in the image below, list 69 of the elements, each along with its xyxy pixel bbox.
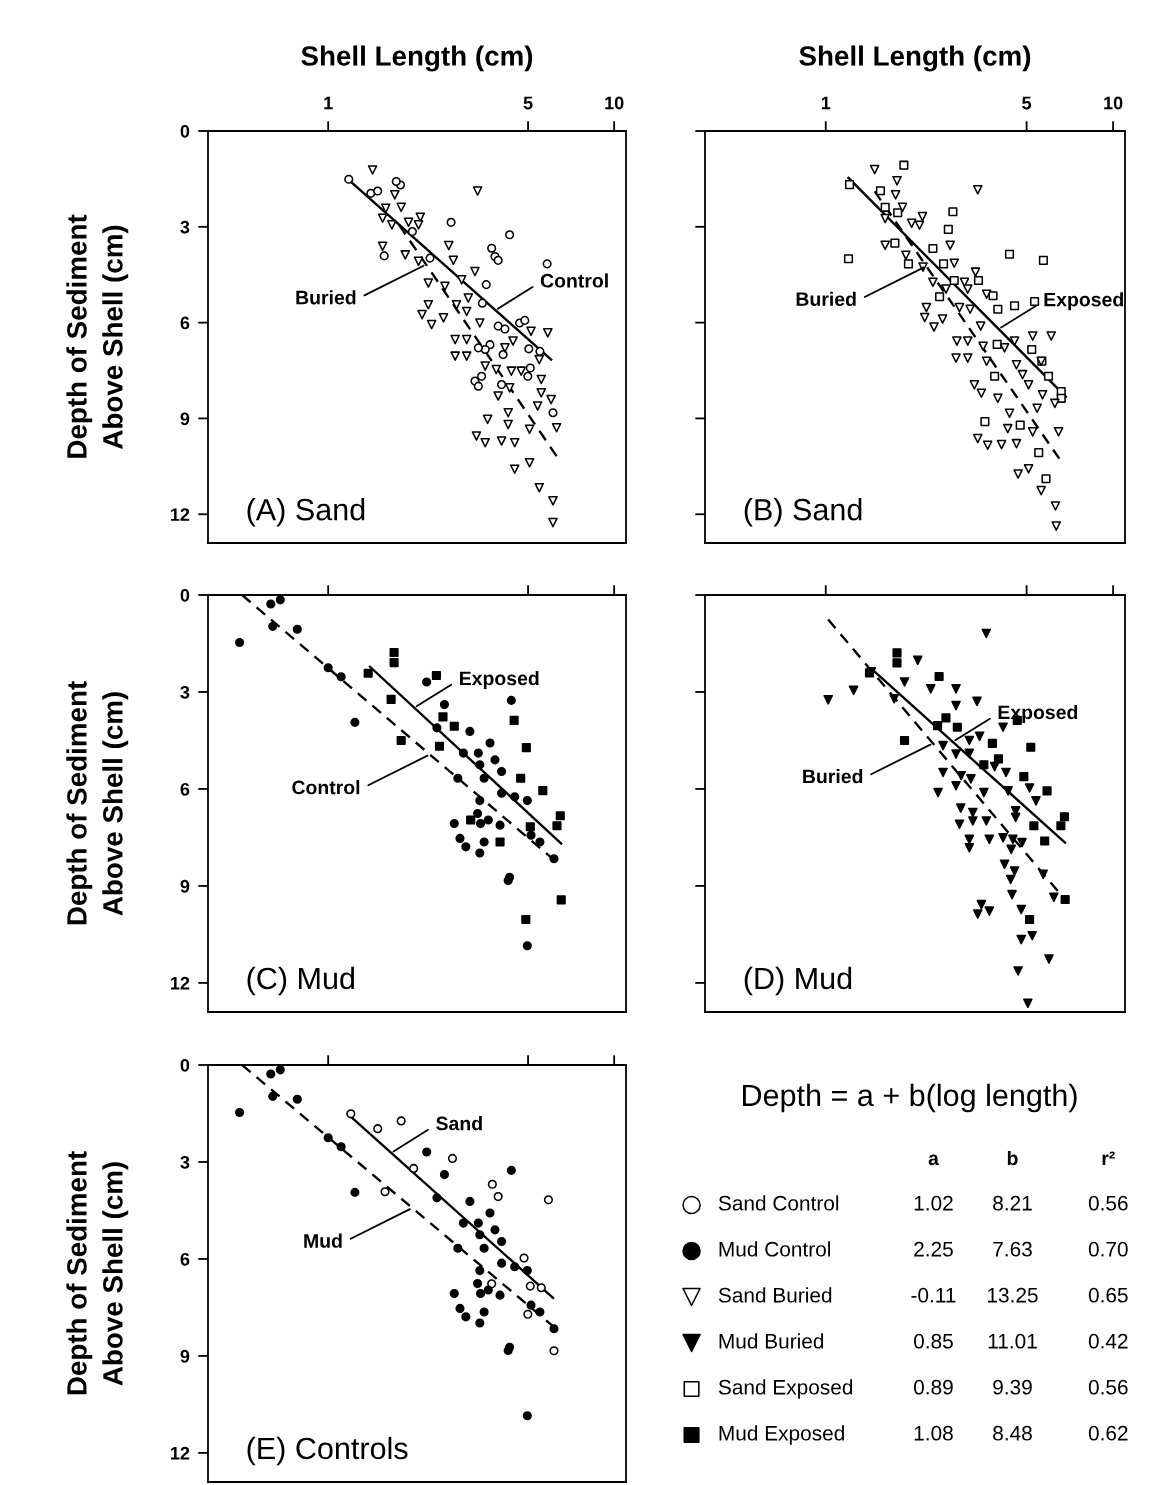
annotation: (B) Sand [744, 498, 862, 527]
annotation: Control [540, 273, 608, 288]
annotation: Mud [304, 1233, 342, 1248]
data-label: 11.01 [988, 1333, 1037, 1349]
x-tick-label: 5 [1022, 96, 1032, 110]
data-label: 0.56 [1088, 1379, 1128, 1395]
annotation: Buried [803, 769, 863, 784]
x-tick-label: 1 [324, 96, 333, 110]
y-tick-label: 12 [171, 976, 190, 990]
y-tick-label: 6 [180, 1252, 190, 1266]
text: r² [1102, 1151, 1115, 1166]
data-label: 2.25 [914, 1241, 953, 1257]
y-axis-title: Depth of Sediment Above Shell (cm) [66, 214, 129, 458]
y-tick-label: 0 [180, 124, 190, 138]
x-tick-label: 5 [523, 96, 533, 110]
y-tick-label: 6 [180, 316, 190, 330]
x-tick-label: 10 [1104, 96, 1123, 110]
y-tick-label: 9 [180, 879, 190, 893]
data-label: 0.62 [1088, 1425, 1128, 1441]
annotation: Exposed [460, 670, 539, 690]
category-label: Mud Control [719, 1241, 830, 1257]
category-label: Mud Exposed [719, 1425, 844, 1445]
data-label: 8.48 [993, 1425, 1032, 1441]
category-label: Mud Buried [719, 1333, 824, 1349]
y-tick-label: 9 [180, 1349, 190, 1363]
annotation: (C) Mud [247, 966, 354, 996]
data-label: -0.11 [911, 1287, 956, 1303]
x-tick-label: 10 [605, 96, 624, 110]
y-tick-label: 3 [180, 220, 190, 234]
text: Depth = a + b(log length) [743, 1083, 1077, 1113]
data-label: 9.39 [993, 1379, 1032, 1395]
annotation: Buried [796, 291, 856, 307]
data-label: 1.02 [914, 1195, 953, 1211]
category-label: Sand Control [718, 1195, 839, 1211]
x-axis-title: Shell Length (cm) [799, 45, 1031, 72]
annotation: (D) Mud [744, 966, 852, 996]
category-label: Sand Exposed [718, 1379, 853, 1399]
y-tick-label: 3 [180, 685, 190, 699]
y-tick-label: 12 [171, 1446, 190, 1460]
text: b [1007, 1150, 1018, 1166]
y-tick-label: 9 [180, 412, 190, 426]
y-tick-label: 6 [180, 782, 190, 796]
annotation: Exposed [1044, 292, 1123, 311]
annotation: Exposed [998, 704, 1078, 724]
data-label: 13.25 [988, 1287, 1038, 1303]
text: a [928, 1154, 939, 1166]
y-tick-label: 0 [180, 1058, 190, 1072]
data-label: 0.89 [913, 1379, 953, 1395]
data-label: 0.65 [1088, 1287, 1128, 1303]
annotation: Sand [436, 1116, 482, 1131]
y-axis-title: Depth of Sediment Above Shell (cm) [66, 681, 129, 925]
x-axis-title: Shell Length (cm) [301, 45, 533, 72]
y-tick-label: 3 [180, 1155, 190, 1169]
data-label: 0.42 [1088, 1333, 1128, 1349]
data-label: 8.21 [993, 1195, 1032, 1211]
data-label: 0.56 [1088, 1195, 1128, 1211]
x-tick-label: 1 [821, 96, 831, 110]
data-label: 7.63 [993, 1241, 1032, 1257]
data-label: 1.08 [914, 1425, 953, 1441]
y-tick-label: 0 [180, 588, 190, 602]
annotation: Control [292, 780, 360, 795]
category-label: Sand Buried [718, 1287, 832, 1303]
data-label: 0.85 [913, 1333, 953, 1349]
annotation: (E) Controls [247, 1436, 408, 1466]
data-label: 0.70 [1088, 1241, 1128, 1257]
y-tick-label: 12 [171, 508, 190, 521]
annotation: Buried [296, 290, 356, 305]
y-axis-title: Depth of Sediment Above Shell (cm) [66, 1151, 129, 1395]
annotation: (A) Sand [247, 498, 365, 527]
